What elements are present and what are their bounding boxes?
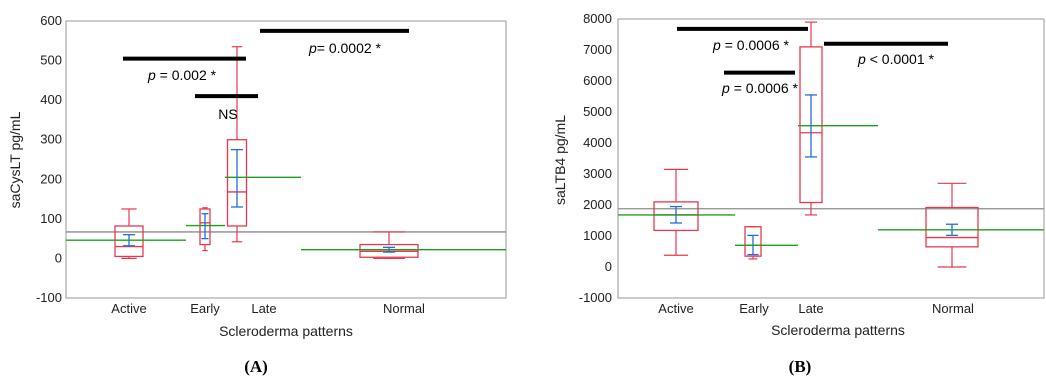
y-tick-label-a: 500	[40, 53, 62, 68]
x-tick-label-normal-b: Normal	[932, 301, 974, 316]
panel-a: -100 0 100 200 300 400 500 600 saCysLT pg/mL Sc…	[7, 13, 507, 376]
y-tick-label-a: 0	[55, 250, 62, 265]
x-tick-label-late-b: Late	[798, 301, 823, 316]
box-early-b	[744, 226, 762, 257]
y-tick-label-b: 6000	[583, 73, 612, 88]
panel-label-b: (B)	[789, 357, 812, 376]
y-tick-label-b: -1000	[579, 290, 612, 305]
box-late-a	[226, 139, 248, 227]
annotation-b-3: p < 0.0001 *	[857, 51, 934, 67]
x-tick-label-early-a: Early	[190, 301, 220, 316]
box-active-b	[653, 201, 699, 232]
y-axis-title-b: saLTB4 pg/mL	[552, 115, 568, 205]
plot-frame-a	[65, 20, 507, 299]
y-tick-label-b: 7000	[583, 42, 612, 57]
y-tick-label-a: -100	[36, 290, 62, 305]
boxes-a	[66, 46, 506, 260]
x-tick-label-normal-a: Normal	[383, 301, 425, 316]
box-normal-b	[925, 206, 979, 248]
annotation-a-3: p= 0.0002 *	[308, 40, 382, 56]
y-tick-label-a: 100	[40, 211, 62, 226]
annotation-a-1: p = 0.002 *	[147, 67, 217, 83]
x-tick-label-late-a: Late	[251, 301, 276, 316]
y-tick-label-b: 3000	[583, 166, 612, 181]
significance-bars-b	[677, 26, 948, 75]
x-tick-label-active-b: Active	[658, 301, 693, 316]
x-axis-title-b: Scleroderma patterns	[771, 322, 905, 338]
annotation-a-2: NS	[218, 106, 237, 122]
annotation-b-1: p = 0.0006 *	[712, 37, 789, 53]
y-axis-title-a: saCysLT pg/mL	[7, 111, 23, 208]
panel-b: -1000 0 1000 2000 3000 4000 5000 6000 7000 8000 s…	[552, 11, 1045, 376]
x-axis-title-a: Scleroderma patterns	[219, 323, 353, 339]
y-tick-label-a: 400	[40, 92, 62, 107]
y-ticks-b: -1000 0 1000 2000 3000 4000 5000 6000 7000 8000	[579, 11, 612, 305]
y-tick-label-b: 5000	[583, 104, 612, 119]
x-tick-label-active-a: Active	[111, 301, 146, 316]
y-ticks-a: -100 0 100 200 300 400 500 600	[36, 13, 62, 305]
y-tick-label-b: 0	[605, 259, 612, 274]
box-early-a	[199, 208, 211, 246]
y-tick-label-b: 2000	[583, 197, 612, 212]
significance-bars-a	[123, 28, 409, 99]
box-late-b	[799, 46, 823, 204]
y-tick-label-a: 200	[40, 171, 62, 186]
y-tick-label-b: 8000	[583, 11, 612, 26]
box-active-a	[114, 225, 144, 258]
boxes-b	[618, 21, 1044, 268]
y-tick-label-b: 1000	[583, 228, 612, 243]
y-tick-label-b: 4000	[583, 135, 612, 150]
x-tick-label-early-b: Early	[739, 301, 769, 316]
y-tick-label-a: 300	[40, 132, 62, 147]
plot-frame-b	[617, 18, 1045, 299]
annotation-b-2: p = 0.0006 *	[721, 80, 798, 96]
y-tick-label-a: 600	[40, 13, 62, 28]
panel-label-a: (A)	[244, 357, 268, 376]
